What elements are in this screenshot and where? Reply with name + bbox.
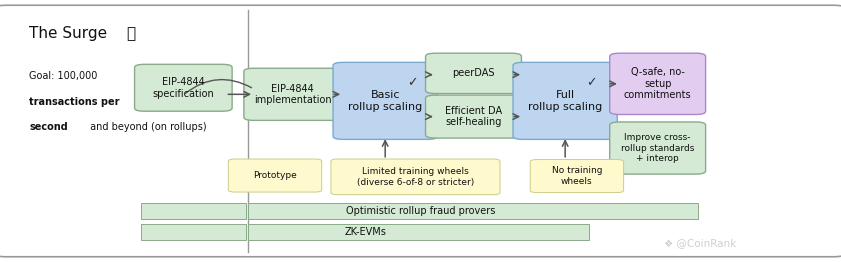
Text: Efficient DA
self-healing: Efficient DA self-healing [445, 106, 502, 127]
FancyBboxPatch shape [513, 62, 617, 139]
FancyBboxPatch shape [135, 64, 232, 111]
Text: and beyond (on rollups): and beyond (on rollups) [87, 122, 206, 132]
FancyBboxPatch shape [331, 159, 500, 195]
Text: Prototype: Prototype [253, 171, 297, 180]
FancyBboxPatch shape [610, 122, 706, 174]
Text: Improve cross-
rollup standards
+ interop: Improve cross- rollup standards + intero… [621, 133, 695, 163]
FancyBboxPatch shape [426, 53, 521, 94]
Text: Goal: 100,000: Goal: 100,000 [29, 71, 101, 81]
FancyBboxPatch shape [426, 95, 521, 138]
FancyBboxPatch shape [244, 68, 341, 121]
Text: Basic
rollup scaling: Basic rollup scaling [348, 90, 422, 112]
Text: Limited training wheels
(diverse 6-of-8 or stricter): Limited training wheels (diverse 6-of-8 … [357, 167, 474, 187]
Text: EIP-4844
specification: EIP-4844 specification [152, 77, 214, 99]
FancyBboxPatch shape [248, 224, 589, 240]
Text: No training
wheels: No training wheels [552, 166, 602, 186]
Text: ZK-EVMs: ZK-EVMs [345, 227, 387, 237]
Text: 🌊: 🌊 [126, 26, 135, 41]
Text: Full
rollup scaling: Full rollup scaling [528, 90, 602, 112]
Text: transactions per: transactions per [29, 97, 120, 107]
FancyBboxPatch shape [141, 224, 246, 240]
Text: ✓: ✓ [587, 76, 597, 89]
Text: EIP-4844
implementation: EIP-4844 implementation [254, 84, 331, 105]
FancyBboxPatch shape [333, 62, 437, 139]
FancyBboxPatch shape [531, 160, 623, 193]
FancyBboxPatch shape [141, 203, 246, 219]
Text: second: second [29, 122, 68, 132]
Text: The Surge: The Surge [29, 26, 108, 41]
Text: ❖ @CoinRank: ❖ @CoinRank [664, 238, 737, 248]
FancyBboxPatch shape [228, 159, 321, 192]
Text: Optimistic rollup fraud provers: Optimistic rollup fraud provers [346, 206, 495, 216]
FancyBboxPatch shape [0, 5, 841, 257]
Text: ✓: ✓ [407, 76, 417, 89]
Text: Q-safe, no-
setup
commitments: Q-safe, no- setup commitments [624, 67, 691, 100]
FancyBboxPatch shape [248, 203, 698, 219]
FancyBboxPatch shape [610, 53, 706, 114]
Text: peerDAS: peerDAS [452, 68, 495, 78]
